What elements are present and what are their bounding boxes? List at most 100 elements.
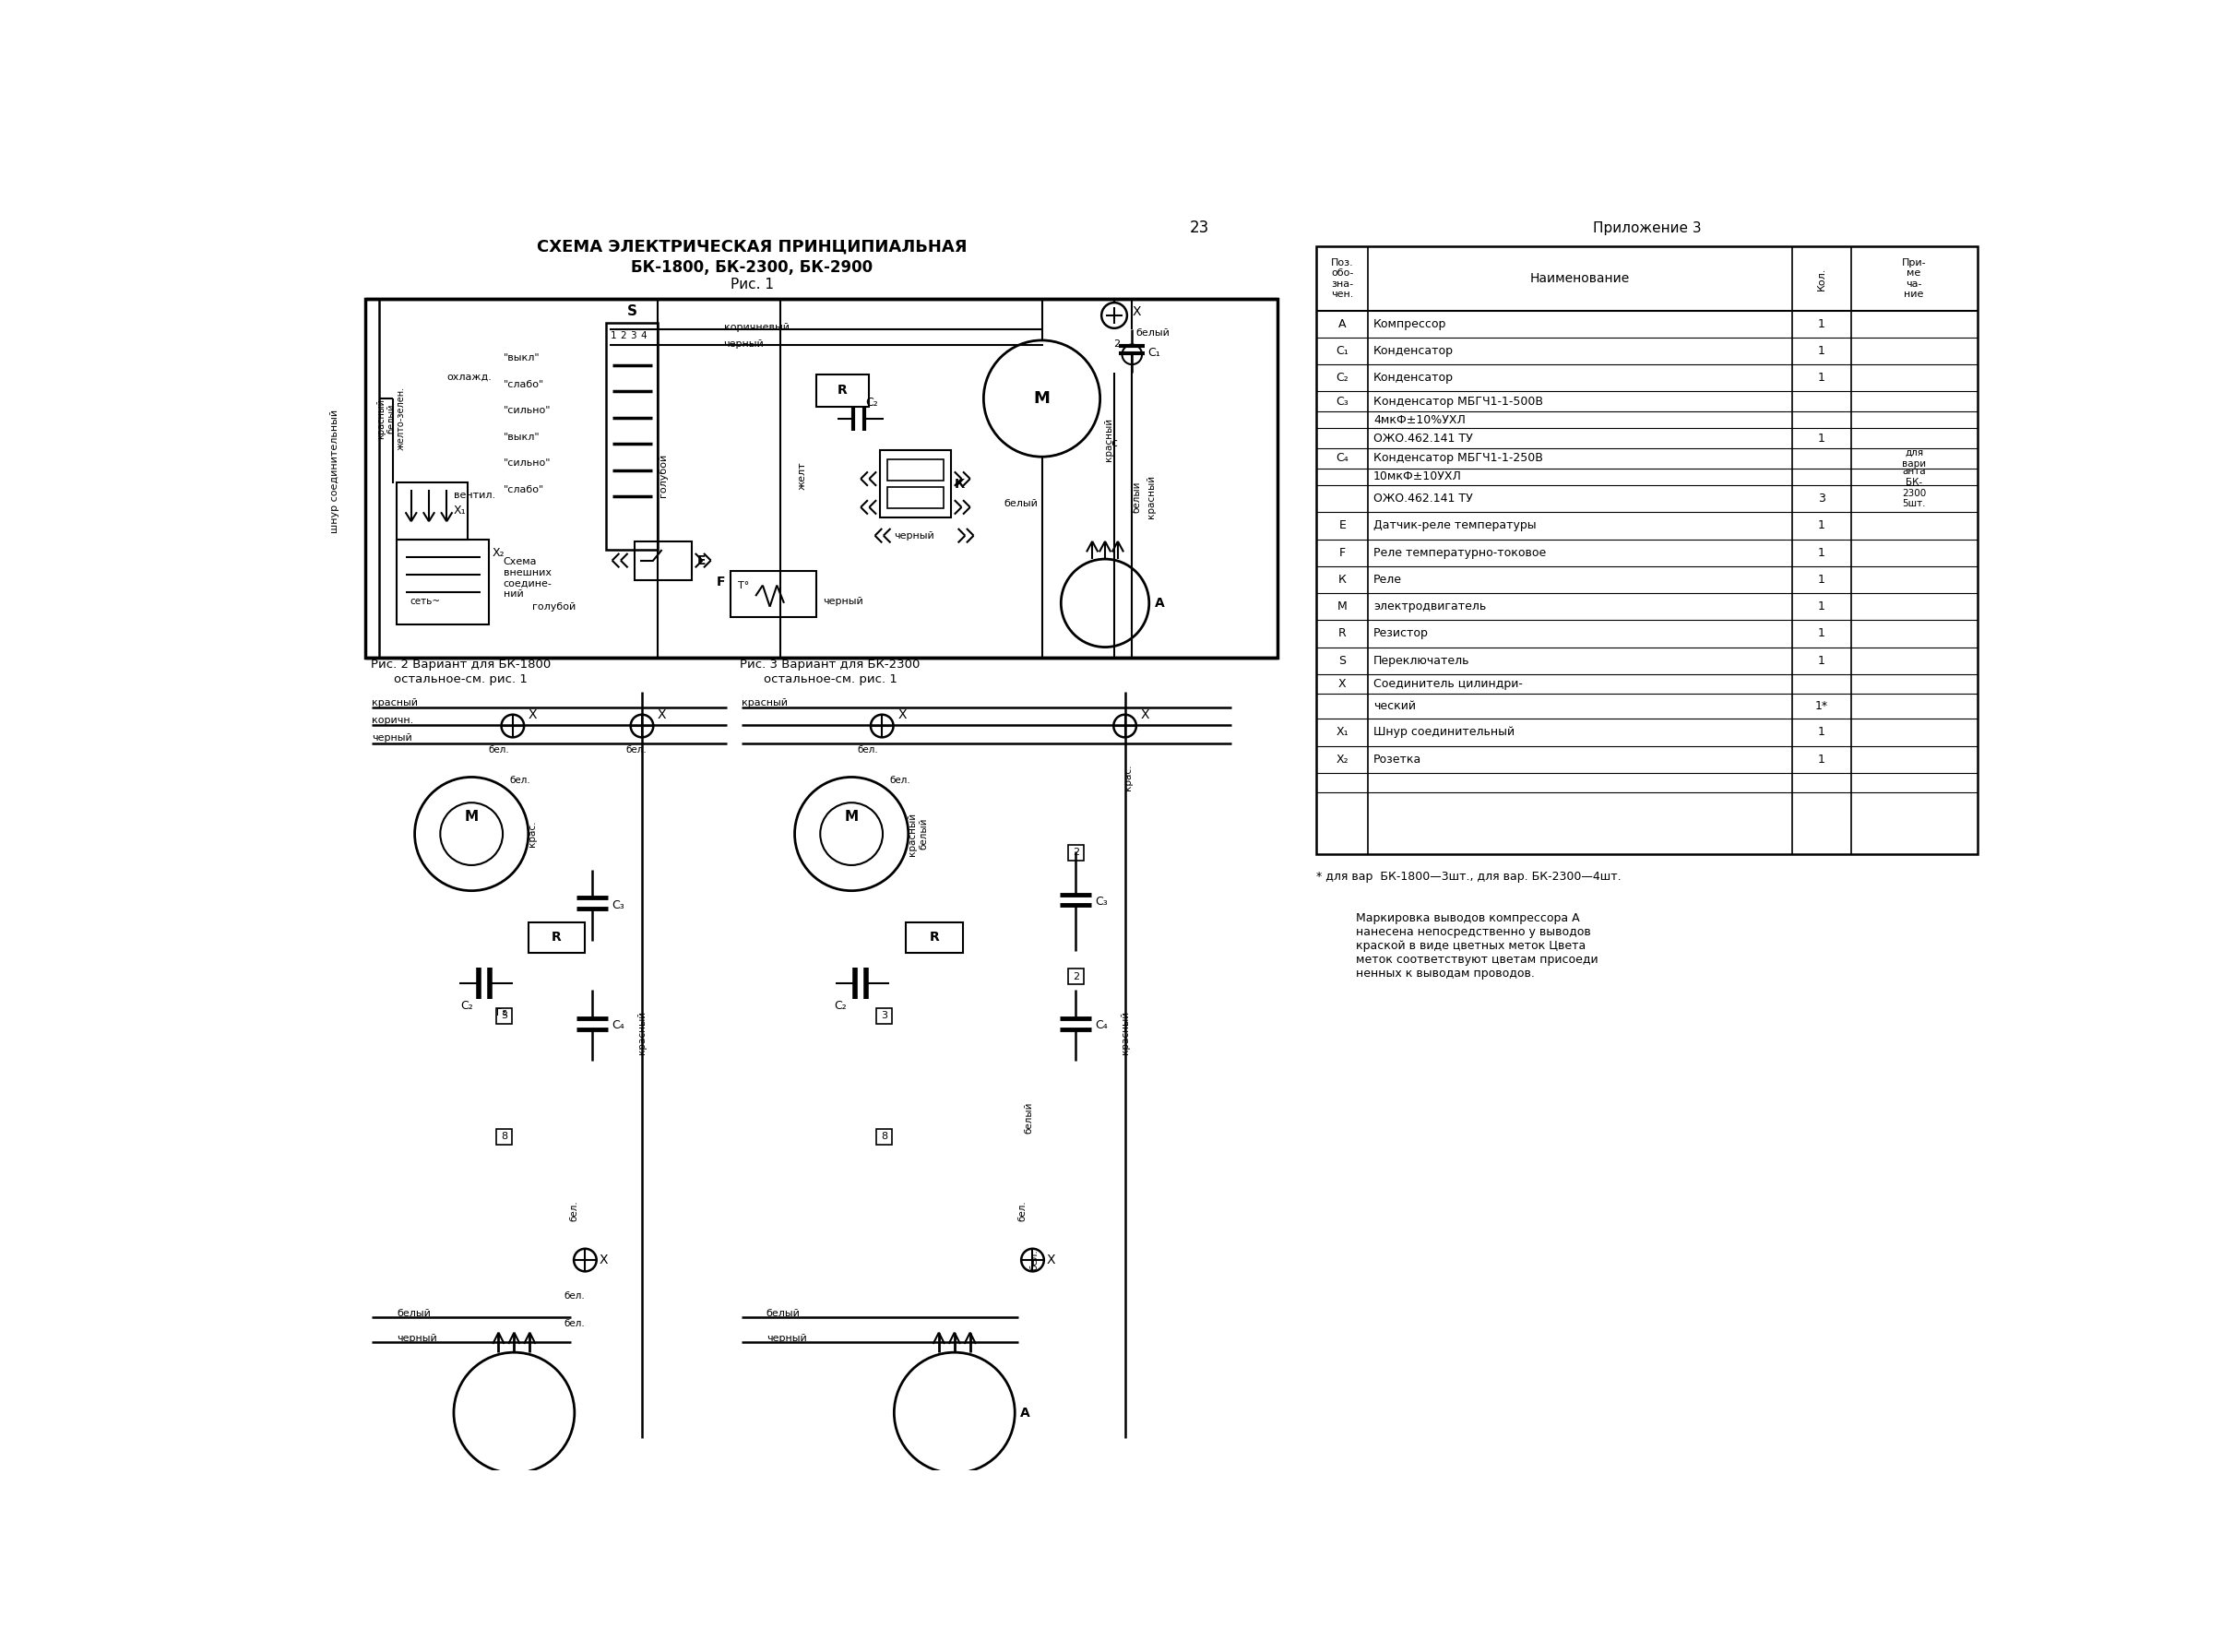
Text: С₂: С₂ [835, 999, 847, 1011]
Text: 2: 2 [1073, 971, 1080, 981]
Bar [398, 482, 469, 539]
Text: * для вар  БК-1800—3шт., для вар. БК-2300—4шт.: * для вар БК-1800—3шт., для вар. БК-2300… [1318, 871, 1622, 882]
Text: F: F [1340, 547, 1347, 558]
Text: 4: 4 [640, 330, 647, 340]
Text: 2: 2 [1073, 847, 1080, 857]
Text: 1: 1 [1818, 520, 1824, 532]
Text: Конденсатор: Конденсатор [1373, 372, 1453, 383]
Text: Х: Х [1338, 677, 1347, 691]
Text: Поз.
обо-
зна-
чен.: Поз. обо- зна- чен. [1331, 258, 1353, 299]
Text: остальное-см. рис. 1: остальное-см. рис. 1 [393, 672, 527, 686]
Text: С₁: С₁ [1335, 345, 1349, 357]
Text: Конденсатор: Конденсатор [1373, 345, 1453, 357]
Text: С₃: С₃ [1335, 395, 1349, 408]
Text: А: А [1338, 317, 1347, 330]
Text: R: R [551, 932, 562, 943]
Text: 23: 23 [1189, 220, 1209, 236]
Text: Рис. 3 Вариант для БК-2300: Рис. 3 Вариант для БК-2300 [740, 659, 920, 671]
Text: 1: 1 [1818, 727, 1824, 738]
Text: красный: красный [742, 697, 787, 707]
Text: красный: красный [1104, 418, 1113, 461]
Text: белый: белый [1024, 1102, 1033, 1133]
Text: Наименование: Наименование [1531, 273, 1631, 284]
Text: R: R [1338, 628, 1347, 639]
Text: S: S [1338, 654, 1347, 667]
Text: М: М [844, 809, 858, 824]
Text: "выкл": "выкл" [504, 354, 540, 363]
Text: 1: 1 [1818, 654, 1824, 667]
Text: черный: черный [724, 339, 764, 349]
Text: белый: белый [1004, 499, 1038, 509]
Text: белый: белый [920, 818, 929, 849]
Text: 1: 1 [1818, 317, 1824, 330]
Text: М: М [1033, 390, 1051, 406]
Bar [731, 572, 815, 618]
Text: С₂: С₂ [1335, 372, 1349, 383]
Text: Конденсатор МБГЧ1-1-500В: Конденсатор МБГЧ1-1-500В [1373, 395, 1544, 408]
Text: СХЕМА ЭЛЕКТРИЧЕСКАЯ ПРИНЦИПИАЛЬНАЯ: СХЕМА ЭЛЕКТРИЧЕСКАЯ ПРИНЦИПИАЛЬНАЯ [538, 238, 967, 254]
Text: Х: Х [1140, 709, 1149, 722]
Bar [496, 1128, 511, 1145]
Text: крас.: крас. [1124, 763, 1133, 790]
Text: голубой: голубой [531, 601, 575, 611]
Text: 1: 1 [1818, 372, 1824, 383]
Text: Приложение 3: Приложение 3 [1593, 221, 1702, 235]
Text: Соединитель цилиндри-: Соединитель цилиндри- [1373, 677, 1522, 691]
Text: Схема
внешних
соедине-
ний: Схема внешних соедине- ний [504, 558, 553, 600]
Text: 1: 1 [1818, 573, 1824, 586]
Text: ОЖО.462.141 ТУ: ОЖО.462.141 ТУ [1373, 492, 1473, 504]
Bar [875, 1128, 891, 1145]
Text: бел.: бел. [858, 745, 878, 755]
Text: Шнур соединительный: Шнур соединительный [1373, 727, 1515, 738]
Text: красный: красный [638, 1011, 647, 1054]
Text: А: А [1155, 596, 1164, 610]
Text: красный: красный [907, 813, 915, 856]
Text: 1: 1 [1818, 628, 1824, 639]
Bar [635, 542, 691, 580]
Text: бел.: бел. [627, 745, 647, 755]
Text: К: К [1338, 573, 1347, 586]
Text: 2: 2 [620, 330, 627, 340]
Text: 3: 3 [500, 1011, 507, 1021]
Text: черный: черный [893, 530, 935, 540]
Text: 2: 2 [1113, 339, 1120, 349]
Text: Розетка: Розетка [1373, 753, 1422, 765]
Text: R: R [929, 932, 940, 943]
Text: 3: 3 [631, 330, 635, 340]
Text: желт: желт [798, 461, 807, 489]
Text: бел.: бел. [1029, 1249, 1038, 1270]
Text: М: М [464, 809, 478, 824]
Text: Х: Х [529, 709, 538, 722]
Bar [496, 1008, 511, 1024]
Text: черный: черный [398, 1333, 438, 1343]
Text: 1: 1 [1818, 433, 1824, 444]
Text: С₂: С₂ [460, 999, 473, 1011]
Text: "сильно": "сильно" [504, 459, 551, 468]
Text: Х: Х [658, 709, 667, 722]
Text: С₂: С₂ [867, 396, 878, 408]
Text: красный: красный [378, 398, 387, 439]
Bar [880, 451, 951, 517]
Text: 1: 1 [1818, 345, 1824, 357]
Text: Гε: Гε [496, 1008, 507, 1018]
Text: вентил.: вентил. [453, 491, 496, 501]
Text: охлажд.: охлажд. [447, 373, 491, 382]
Text: белый: белый [1135, 329, 1169, 337]
Text: 2300
5шт.: 2300 5шт. [1902, 489, 1926, 509]
Text: коричн.: коричн. [371, 715, 413, 725]
Text: крас.: крас. [527, 821, 536, 847]
Text: Переключатель: Переключатель [1373, 654, 1471, 667]
Text: С₄: С₄ [1095, 1019, 1109, 1031]
Bar [887, 459, 944, 481]
Text: С₁: С₁ [1147, 347, 1160, 358]
Bar [398, 539, 489, 624]
Text: Х: Х [1047, 1254, 1055, 1267]
Text: С₄: С₄ [1335, 453, 1349, 464]
Bar [1069, 968, 1084, 985]
Text: Е: Е [698, 555, 707, 568]
Text: Рис. 2 Вариант для БК-1800: Рис. 2 Вариант для БК-1800 [371, 659, 551, 671]
Text: Е: Е [1338, 520, 1347, 532]
Text: электродвигатель: электродвигатель [1373, 601, 1487, 613]
Text: 4мкФ±10%УХЛ: 4мкФ±10%УХЛ [1373, 415, 1467, 426]
Text: белый: белый [1133, 481, 1142, 512]
